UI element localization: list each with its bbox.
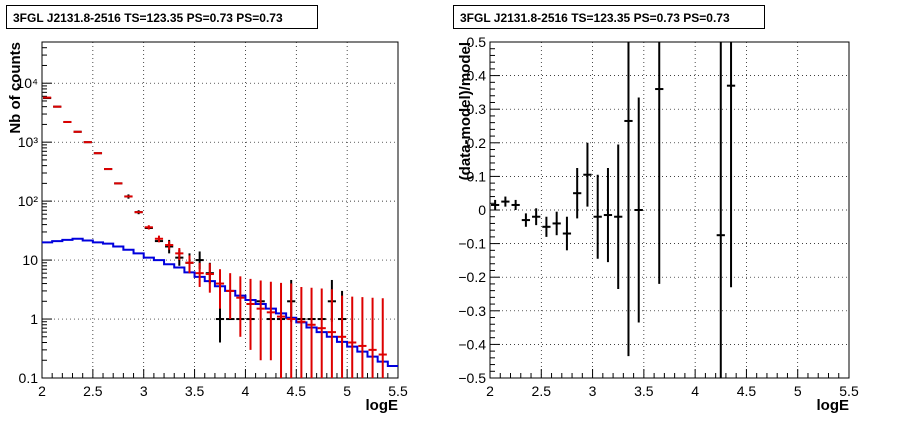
right-y-tick-label: 0.3 — [467, 101, 487, 117]
left-model-point — [368, 297, 377, 378]
right-x-tick-label: 4 — [691, 383, 699, 399]
residual-point — [521, 213, 531, 227]
residual-point — [726, 42, 736, 288]
left-x-tick-label: 2.5 — [83, 383, 103, 399]
left-chart-title: 3FGL J2131.8-2516 TS=123.35 PS=0.73 PS=0… — [6, 5, 318, 29]
left-x-tick-label: 2 — [38, 383, 46, 399]
left-model-point — [307, 287, 316, 378]
right-y-tick-label: −0.1 — [458, 236, 486, 252]
left-model-point — [256, 280, 265, 361]
residual-point — [501, 196, 510, 207]
right-x-tick-label: 2 — [486, 383, 494, 399]
right-x-tick-label: 5.5 — [839, 383, 859, 399]
left-model-point — [317, 288, 326, 378]
residual-point — [614, 144, 623, 289]
right-y-tick-label: 0.1 — [467, 168, 487, 184]
left-model-point — [185, 255, 194, 274]
left-model-point — [165, 241, 174, 250]
left-model-point — [205, 263, 214, 293]
left-model-point — [327, 289, 336, 378]
left-x-tick-label: 5 — [343, 383, 351, 399]
right-y-tick-label: −0.2 — [458, 269, 486, 285]
left-model-point — [297, 286, 306, 378]
left-model-point — [175, 248, 184, 261]
residual-point — [491, 199, 500, 210]
residual-point — [593, 174, 602, 259]
residual-point — [624, 42, 633, 357]
left-x-tick-label: 4 — [242, 383, 250, 399]
left-y-tick-label: 10 — [22, 252, 38, 268]
left-model-point — [276, 282, 286, 378]
residual-point — [603, 168, 613, 263]
left-x-tick-label: 4.5 — [287, 383, 307, 399]
right-plot-frame — [489, 41, 850, 379]
left-x-axis-title: logE — [366, 397, 399, 414]
residual-point — [655, 42, 664, 284]
left-model-point — [246, 278, 255, 350]
left-model-point — [337, 295, 347, 378]
right-y-tick-label: −0.3 — [458, 303, 486, 319]
right-x-tick-label: 3.5 — [634, 383, 654, 399]
left-model-point — [154, 235, 164, 243]
left-x-tick-label: 3.5 — [185, 383, 205, 399]
left-model-point — [378, 298, 387, 378]
right-y-axis-title: (data-model)/model — [457, 42, 474, 180]
left-model-point — [287, 283, 296, 378]
right-y-tick-label: 0 — [478, 202, 486, 218]
left-model-point — [215, 269, 225, 309]
right-y-tick-label: 0.5 — [467, 34, 487, 50]
right-x-tick-label: 3 — [589, 383, 597, 399]
residual-point — [583, 142, 592, 207]
residual-point — [573, 168, 582, 219]
right-y-tick-label: −0.4 — [458, 336, 486, 352]
left-x-tick-label: 5.5 — [388, 383, 408, 399]
residual-point — [552, 211, 561, 236]
left-y-tick-label: 0.1 — [19, 370, 39, 386]
residual-point — [511, 199, 520, 210]
right-x-tick-label: 4.5 — [737, 383, 757, 399]
right-y-tick-label: −0.5 — [458, 370, 486, 386]
right-x-axis-title: logE — [817, 397, 850, 414]
right-y-tick-label: 0.2 — [467, 135, 487, 151]
left-model-point — [226, 273, 235, 320]
residual-point — [532, 208, 541, 226]
residual-point — [562, 216, 572, 251]
residual-point — [716, 42, 725, 378]
residual-point — [634, 97, 643, 323]
right-x-tick-label: 5 — [794, 383, 802, 399]
left-model-point — [266, 281, 275, 361]
right-x-tick-label: 2.5 — [532, 383, 552, 399]
left-model-point — [144, 225, 153, 230]
left-y-tick-label: 10³ — [18, 134, 39, 150]
left-model-point — [358, 297, 367, 378]
right-y-tick-label: 0.4 — [467, 68, 487, 84]
left-y-tick-label: 1 — [30, 311, 38, 327]
left-y-tick-label: 10² — [18, 193, 39, 209]
left-y-axis-title: Nb of counts — [7, 42, 24, 134]
left-x-tick-label: 3 — [140, 383, 148, 399]
left-y-tick-label: 10⁴ — [16, 75, 38, 91]
left-model-point — [236, 276, 245, 337]
right-chart-title: 3FGL J2131.8-2516 TS=123.35 PS=0.73 PS=0… — [453, 5, 765, 29]
residual-point — [542, 216, 551, 237]
left-model-point — [195, 262, 204, 287]
left-model-point — [348, 296, 357, 378]
